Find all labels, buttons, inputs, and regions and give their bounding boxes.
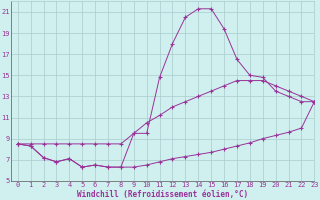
X-axis label: Windchill (Refroidissement éolien,°C): Windchill (Refroidissement éolien,°C) [77,190,248,199]
